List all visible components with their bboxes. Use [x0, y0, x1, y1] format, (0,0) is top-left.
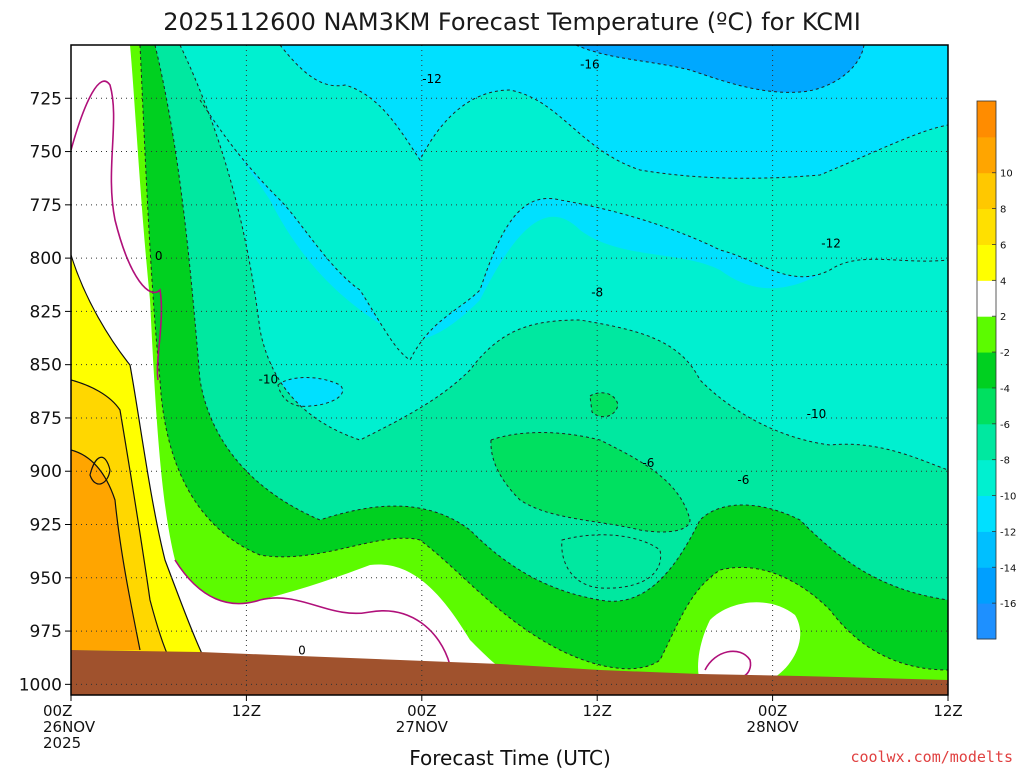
colorbar-swatch	[977, 567, 996, 604]
isotherm-zero-lower	[174, 559, 451, 666]
x-tick-label: 27NOV	[396, 718, 449, 736]
terrain	[71, 650, 948, 695]
y-tick-label: 925	[30, 516, 62, 536]
colorbar-label: 6	[1000, 240, 1006, 251]
colorbar: -16 -14 -12 -10 -8 -6 -4 -2 2 4 6 8 10	[976, 100, 1016, 640]
isotherm-zero-upper	[71, 80, 163, 381]
plot-frame	[70, 44, 949, 696]
contour-label: -10	[259, 373, 279, 387]
isotherm-minus12-upper	[279, 45, 948, 179]
temp-band-minus12-minus10	[71, 45, 948, 360]
temp-band-plus6-plus8	[71, 450, 140, 650]
contour-label: -10	[807, 407, 827, 421]
contour-label: -6	[642, 456, 654, 470]
colorbar-swatch	[977, 352, 996, 389]
credit-text[interactable]: coolwx.com/modelts	[850, 748, 1013, 766]
chart-title: 2025112600 NAM3KM Forecast Temperature (…	[163, 8, 861, 36]
isotherm-minus8-pocket	[561, 534, 662, 589]
temp-band-minus6-region	[490, 432, 690, 532]
colorbar-swatch	[977, 603, 996, 640]
colorbar-label: 8	[1000, 205, 1006, 216]
y-axis: 725 750 775 800 825 850 875 900 925 950 975 1000	[19, 89, 71, 695]
y-tick-label: 775	[30, 196, 62, 216]
colorbar-swatch	[977, 136, 996, 174]
colorbar-swatch	[977, 387, 996, 425]
temp-band-near-zero-pocket	[698, 602, 801, 682]
colorbar-label: -16	[1000, 599, 1016, 610]
contour-label: 0	[298, 643, 306, 657]
temp-band-minus16-region	[576, 45, 864, 93]
contour-label: -6	[737, 473, 749, 487]
y-tick-label: 1000	[19, 675, 62, 695]
isotherm-minus6	[490, 432, 691, 533]
contour-label: -12	[422, 72, 442, 86]
x-tick-label: 12Z	[232, 702, 261, 720]
y-tick-label: 750	[30, 143, 62, 163]
isotherm-minus4	[139, 45, 948, 671]
contour-label: -16	[580, 57, 600, 71]
negative-isotherms	[139, 45, 948, 671]
colorbar-label: -8	[1000, 456, 1010, 467]
isotherm-minus10-pocket	[277, 377, 343, 407]
colorbar-swatch	[977, 280, 996, 317]
colorbar-swatch	[977, 244, 996, 281]
isotherm-plus4	[71, 379, 171, 661]
colorbar-label: -14	[1000, 563, 1016, 574]
y-tick-label: 825	[30, 302, 62, 322]
y-tick-label: 900	[30, 462, 62, 482]
colorbar-label: -12	[1000, 527, 1016, 538]
temp-band-minus8-pocket	[561, 534, 661, 589]
colorbar-swatch	[977, 316, 996, 353]
colorbar-swatch	[977, 208, 996, 245]
x-tick-label: 00Z	[407, 702, 436, 720]
x-tick-label: 12Z	[933, 702, 962, 720]
y-tick-label: 875	[30, 409, 62, 429]
contour-label: 0	[155, 249, 163, 263]
x-tick-label: 26NOV	[43, 718, 96, 736]
temp-band-minus6-minus4	[71, 45, 948, 695]
colorbar-label: -4	[1000, 384, 1010, 395]
colorbar-label: 4	[1000, 276, 1006, 287]
colorbar-swatch	[977, 531, 996, 568]
contour-label: -8	[591, 285, 603, 299]
x-tick-label: 12Z	[583, 702, 612, 720]
colorbar-label: 2	[1000, 312, 1006, 323]
plot-area	[71, 45, 948, 695]
x-tick-label: 28NOV	[747, 718, 800, 736]
colorbar-frame	[976, 100, 997, 640]
isotherm-minus8	[154, 45, 948, 602]
isotherm-zero-pocket	[704, 650, 752, 677]
y-tick-label: 950	[30, 569, 62, 589]
x-tick-label: 2025	[43, 734, 81, 752]
colorbar-swatch	[977, 101, 996, 138]
colorbar-label: -2	[1000, 348, 1010, 359]
contour-labels: -16 -12 -12 -10 -10 -8 -6 -6 0 0	[155, 57, 841, 657]
zero-isotherms	[71, 80, 752, 677]
colorbar-swatch	[977, 459, 996, 497]
x-tick-label: 00Z	[43, 702, 72, 720]
isotherm-minus16	[575, 45, 865, 93]
x-axis-label: Forecast Time (UTC)	[409, 746, 611, 768]
temp-band-minus10-pocket	[278, 377, 343, 407]
y-tick-label: 725	[30, 89, 62, 109]
colorbar-label: 10	[1000, 169, 1013, 180]
colorbar-label: -10	[1000, 492, 1016, 503]
isotherm-plus2	[71, 254, 206, 661]
positive-isotherms	[71, 254, 206, 661]
colorbar-swatch	[977, 495, 996, 532]
y-tick-label: 800	[30, 249, 62, 269]
colorbar-swatch	[977, 423, 996, 461]
isotherm-plus6-pocket	[89, 456, 111, 485]
colorbar-swatch	[977, 172, 996, 210]
isotherm-minus12-lower	[199, 99, 948, 361]
y-tick-label: 975	[30, 622, 62, 642]
colorbar-label: -6	[1000, 420, 1010, 431]
isotherm-plus6	[71, 449, 141, 651]
y-tick-label: 850	[30, 356, 62, 376]
contour-label: -12	[821, 236, 841, 250]
x-tick-label: 00Z	[758, 702, 787, 720]
